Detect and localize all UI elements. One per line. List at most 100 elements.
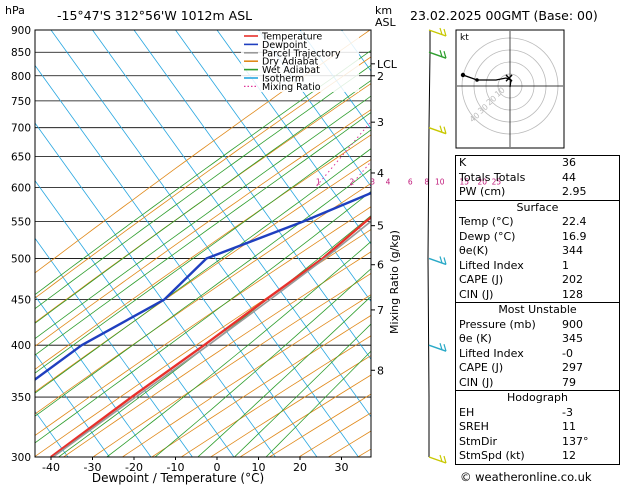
wet-adiabat-line [106,241,371,457]
wind-profile [427,27,447,464]
mixing-ratio-label: 4 [386,178,391,187]
index-value: 344 [562,244,583,257]
index-value: 137° [562,434,589,448]
pressure-tick-label: 600 [11,183,31,195]
index-row: Temp (°C) 22.4 [456,215,620,230]
legend-item-label: Wet Adiabat [262,65,320,76]
index-label: K [459,156,467,169]
index-value: 36 [562,156,576,169]
pressure-tick-label: 850 [11,47,31,59]
dry-adiabat-line [63,251,371,457]
dry-adiabat-line [35,229,371,457]
index-row: Pressure (mb) 900 [456,318,620,333]
isotherm-line [35,295,152,457]
mixing-ratio-label: 6 [408,178,413,187]
pressure-tick-label: 400 [11,340,31,352]
dry-adiabat-line [92,272,371,457]
temperature-tick-label: -40 [42,461,60,474]
temperature-tick-label: 0 [214,461,221,474]
dry-adiabat-line [122,294,371,457]
dry-adiabat-line [35,109,371,347]
index-row: CAPE (J) 297 [456,361,620,376]
index-value: 297 [562,361,583,374]
mixing-ratio-label: 1 [316,178,321,187]
section-heading: Most Unstable [455,302,620,318]
isotherm-line [35,122,276,457]
index-row: CIN (J) 79 [456,376,620,391]
height-tick-label: 7 [377,304,384,317]
height-tick-label: 6 [377,259,384,272]
mixing-ratio-label: 2 [350,178,355,187]
wind-barb [428,343,447,352]
legend-item-label: Parcel Trajectory [262,48,341,59]
legend-item-label: Dry Adiabat [262,57,319,68]
dry-adiabat-line [35,134,371,370]
hodograph-trace [462,74,512,88]
height-tick-label: 4 [377,167,384,180]
x-axis-title: Dewpoint / Temperature (°C) [92,471,264,485]
hodograph-unit-label: kt [460,33,469,43]
legend-item-label: Temperature [261,32,322,43]
index-row: Totals Totals 44 [456,171,620,186]
isotherm-line [299,30,371,130]
wet-adiabat-line [35,95,371,340]
mixing-ratio-label: 20 [477,178,487,187]
index-row: StmDir 137° [456,435,620,450]
location-title: -15°47'S 312°56'W 1012m ASL [57,8,252,23]
index-label: StmSpd (kt) [459,449,525,462]
index-row: Dewp (°C) 16.9 [456,230,620,245]
index-row: K 36 [456,156,620,171]
sounding-profiles [35,191,371,457]
index-label: Dewp (°C) [459,229,516,243]
isotherm-line [35,64,318,457]
index-row: EH -3 [456,406,620,421]
stability-indices-table: K 36 Totals Totals 44 PW (cm) 2.95 Surface Temp… [455,155,620,465]
asl-unit-label: ASL [375,16,397,29]
temperature-tick-label: -10 [167,461,185,474]
hpa-unit-label: hPa [5,4,25,17]
dry-adiabat-line [35,158,371,393]
index-value: 345 [562,332,583,345]
index-value: 202 [562,273,583,286]
dewpoint-profile-line [35,191,371,382]
height-tick-label: 5 [377,220,384,233]
isotherm-line [133,30,371,360]
pressure-tick-label: 900 [11,25,31,37]
index-label: SREH [459,420,489,433]
pressure-tick-label: 800 [11,71,31,83]
temperature-profile-line [50,215,371,457]
index-row: CIN (J) 128 [456,288,620,303]
pressure-tick-label: 300 [11,452,31,464]
legend-background [241,31,359,92]
height-tick-label: 8 [377,364,384,377]
wind-barb [428,125,447,135]
index-label: θe(K) [459,244,489,257]
mixing-ratio-label: 8 [424,178,429,187]
wet-adiabat-line [35,168,371,417]
wind-profile-line [427,30,431,457]
temperature-tick-label: 30 [335,461,349,474]
temperature-axis: -40 -30 -20 -10 0 10 20 30 [42,457,349,474]
dry-adiabat-line [35,206,371,436]
hodograph-start-point [460,72,466,78]
index-value: -3 [562,405,573,419]
index-label: EH [459,405,475,419]
index-row: SREH 11 [456,420,620,435]
legend-item-label: Mixing Ratio [262,82,321,93]
index-label: θe (K) [459,332,492,345]
isotherm-line [35,237,193,457]
temperature-tick-label: -20 [125,461,143,474]
pressure-tick-label: 350 [11,392,31,404]
parcel-trajectory-profile-line [52,220,371,457]
legend-item-label: Dewpoint [262,40,307,51]
index-value: 11 [562,420,576,433]
index-value: 79 [562,375,576,389]
height-tick-label: 2 [377,70,384,83]
temperature-tick-label: 20 [293,461,307,474]
wet-adiabat-line [234,323,371,457]
mixing-ratio-axis-title: Mixing Ratio (g/kg) [388,230,401,334]
isotherm-line [35,180,235,457]
